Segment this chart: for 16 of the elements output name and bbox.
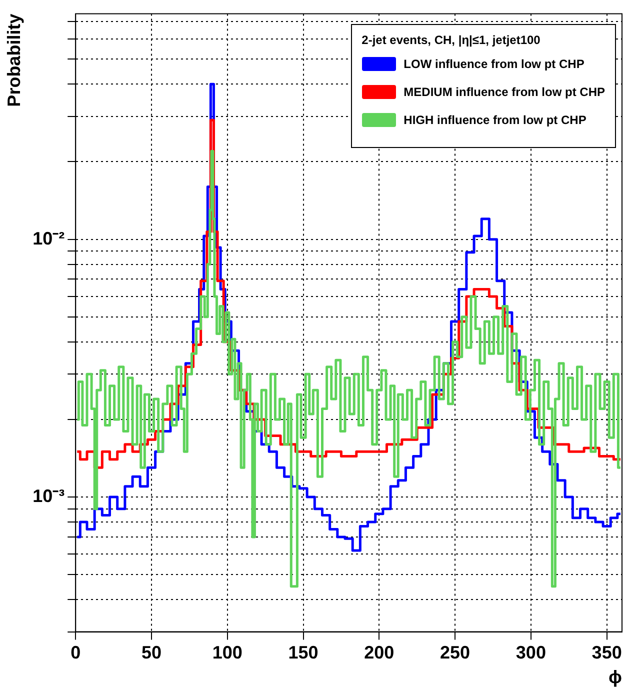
x-tick-label: 300: [516, 642, 546, 663]
legend-title: 2-jet events, CH, |η|≤1, jetjet100: [362, 32, 542, 47]
y-tick-label: 10⁻³: [32, 486, 65, 506]
y-tick-label: 10⁻²: [32, 228, 65, 248]
x-tick-label: 150: [288, 642, 318, 663]
x-tick-label: 250: [440, 642, 470, 663]
legend-label: LOW influence from low pt CHP: [404, 56, 584, 71]
x-tick-label: 200: [364, 642, 394, 663]
x-tick-label: 100: [212, 642, 242, 663]
legend-label: HIGH influence from low pt CHP: [404, 112, 586, 127]
x-axis-title: ϕ: [608, 667, 622, 688]
y-axis-title: Probability: [4, 14, 24, 107]
x-tick-label: 50: [141, 642, 162, 663]
x-tick-label: 0: [70, 642, 81, 663]
x-tick-label: 350: [592, 642, 622, 663]
legend-label: MEDIUM influence from low pt CHP: [404, 84, 605, 99]
